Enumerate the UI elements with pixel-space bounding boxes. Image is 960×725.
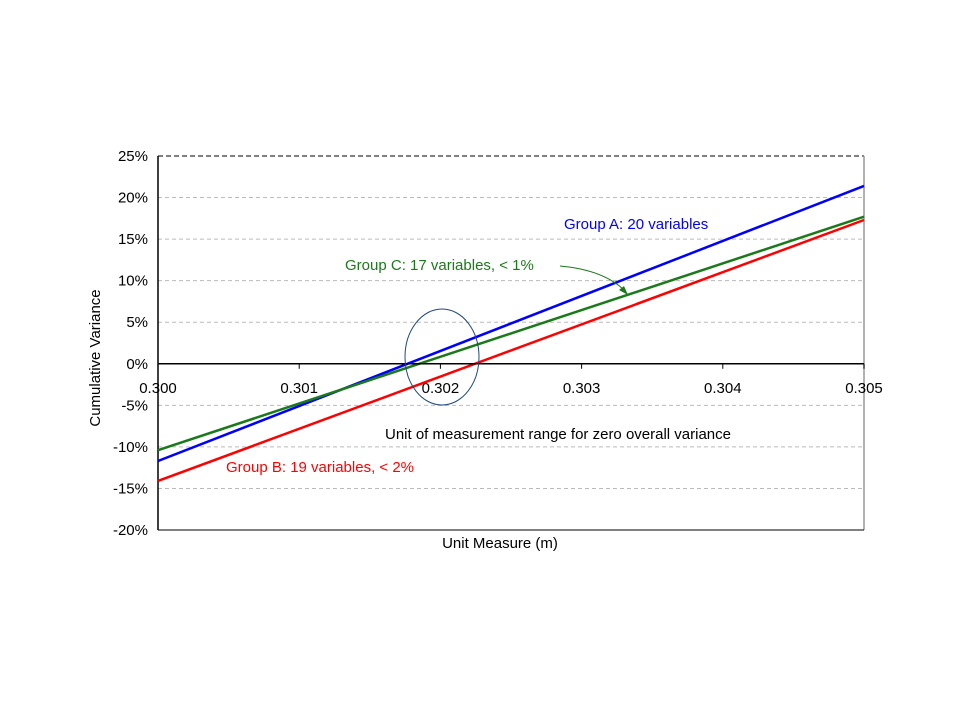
y-axis-title: Cumulative Variance xyxy=(87,289,104,426)
series-label-a: Group A: 20 variables xyxy=(564,216,708,233)
zero-range-annotation: Unit of measurement range for zero overa… xyxy=(385,426,731,443)
y-tick-label: 20% xyxy=(118,190,148,207)
x-tick-labels: 0.300 0.301 0.302 0.303 0.304 0.305 xyxy=(139,363,883,397)
zero-variance-ellipse xyxy=(404,308,480,406)
series-line-1 xyxy=(157,218,865,483)
x-tick-label: 0.304 xyxy=(704,380,742,397)
y-tick-label: 15% xyxy=(118,231,148,248)
group-c-arrow xyxy=(559,265,627,293)
y-tick-label: -15% xyxy=(113,480,148,497)
series-line-0 xyxy=(157,184,865,463)
x-tick-label: 0.303 xyxy=(563,380,601,397)
y-tick-label: -10% xyxy=(113,439,148,456)
series-label-c: Group C: 17 variables, < 1% xyxy=(345,257,534,274)
series-label-b: Group B: 19 variables, < 2% xyxy=(226,459,414,476)
y-tick-label: 5% xyxy=(126,314,148,331)
y-tick-label: 0% xyxy=(126,356,148,373)
y-tick-label: 25% xyxy=(118,148,148,165)
x-tick-label: 0.301 xyxy=(280,380,318,397)
x-tick-label: 0.300 xyxy=(139,380,177,397)
y-tick-labels: -20% -15% -10% -5% 0% 5% 10% 15% 20% 25% xyxy=(113,148,148,539)
x-tick-label: 0.302 xyxy=(422,380,460,397)
y-tick-label: -20% xyxy=(113,522,148,539)
group-c-arrowhead xyxy=(619,286,628,295)
x-axis-title: Unit Measure (m) xyxy=(442,535,558,552)
y-tick-label: -5% xyxy=(121,397,148,414)
series-line-2 xyxy=(157,215,865,452)
gridlines xyxy=(158,197,864,489)
series-lines xyxy=(157,184,865,483)
x-tick-label: 0.305 xyxy=(845,380,883,397)
y-tick-label: 10% xyxy=(118,273,148,290)
